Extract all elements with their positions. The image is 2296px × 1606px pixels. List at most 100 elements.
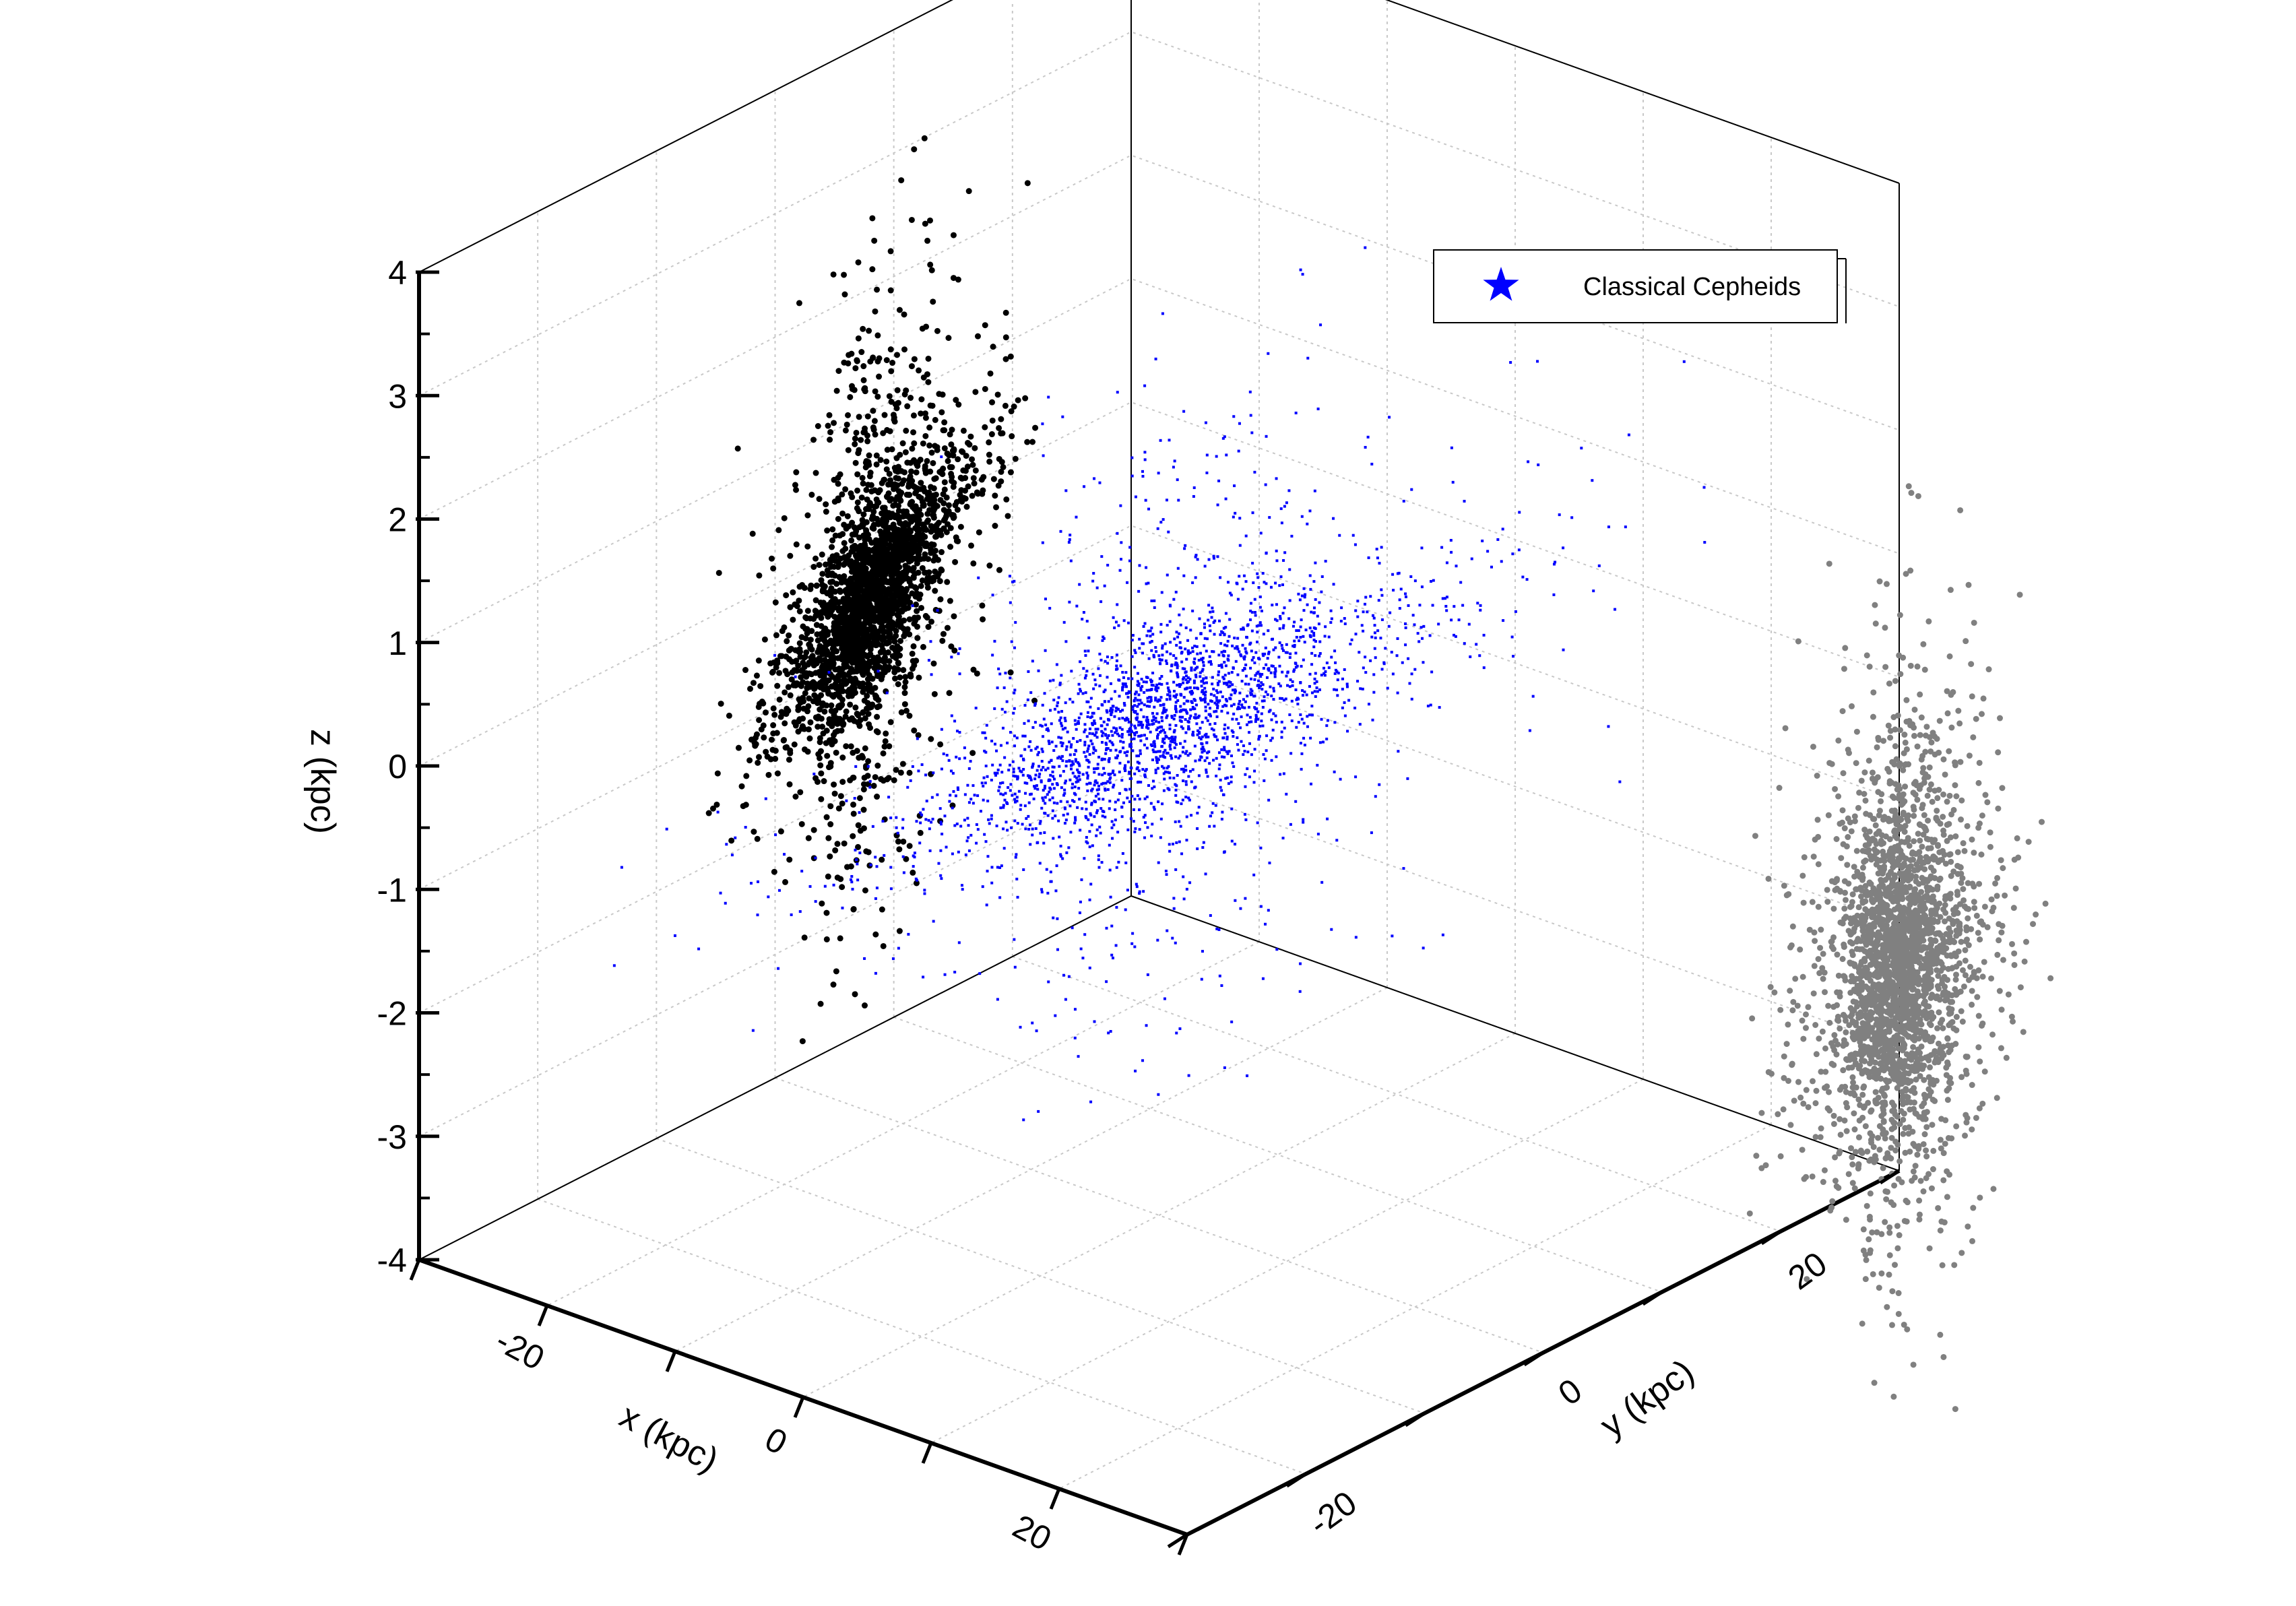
xz-point [805, 703, 811, 709]
yz-point [2009, 941, 2015, 947]
xz-point [874, 642, 880, 648]
xz-point [854, 357, 860, 363]
yz-point [1910, 1141, 1916, 1147]
yz-point [1946, 1135, 1952, 1141]
yz-point [2000, 923, 2006, 929]
xz-point [829, 741, 835, 747]
yz-point [1973, 1115, 1979, 1121]
yz-point [1835, 738, 1841, 744]
yz-point [1990, 1186, 1996, 1192]
yz-point [1912, 707, 1918, 713]
xz-point [998, 478, 1004, 484]
yz-point [1810, 1174, 1816, 1180]
xz-point [916, 367, 922, 373]
yz-point [1838, 855, 1844, 861]
xz-point [888, 368, 894, 374]
xz-point [907, 395, 914, 401]
xz-point [874, 596, 881, 602]
xz-point [773, 600, 779, 606]
yz-point [1907, 843, 1913, 849]
xz-point [953, 397, 959, 403]
yz-point [1837, 1025, 1843, 1031]
yz-point [1894, 899, 1901, 905]
xz-point [1008, 470, 1014, 476]
yz-point [1944, 799, 1950, 805]
xz-point [835, 368, 841, 374]
yz-point [1964, 936, 1970, 942]
yz-point [1923, 1153, 1930, 1159]
yz-point [1942, 852, 1948, 858]
yz-point [1927, 787, 1933, 793]
yz-point [1936, 877, 1942, 883]
yz-point [1814, 1088, 1820, 1094]
xz-point [1000, 464, 1007, 470]
xz-point [783, 592, 789, 598]
xz-point [861, 377, 867, 383]
xz-point [883, 459, 889, 465]
xz-point [923, 415, 929, 421]
xz-point [862, 1002, 868, 1008]
xz-point [802, 934, 808, 940]
yz-point [2033, 911, 2039, 918]
xz-point [971, 445, 978, 451]
yz-point [1838, 1132, 1844, 1138]
xz-point [863, 487, 869, 493]
xz-point [830, 646, 836, 652]
xz-point [858, 349, 864, 355]
yz-point [1925, 1058, 1932, 1064]
yz-point [1896, 1176, 1902, 1182]
xz-point [843, 713, 849, 719]
xz-point [906, 492, 912, 498]
xz-point [831, 712, 837, 718]
yz-point [1938, 1227, 1944, 1233]
yz-point [1937, 1332, 1943, 1338]
xz-point [869, 266, 875, 272]
yz-point [1872, 887, 1878, 893]
xz-point [928, 523, 934, 529]
xz-point [839, 548, 846, 554]
yz-point [1938, 1219, 1944, 1225]
xz-point [784, 744, 790, 750]
xz-point [1011, 404, 1017, 410]
xz-point [823, 501, 829, 507]
yz-point [1890, 1060, 1896, 1066]
yz-point [1826, 1020, 1832, 1026]
yz-point [2011, 951, 2017, 957]
xz-point [922, 433, 928, 439]
xz-point [860, 363, 866, 369]
xz-point [763, 709, 769, 715]
yz-point [1996, 937, 2002, 943]
xz-point [875, 633, 881, 639]
yz-point [1955, 849, 1961, 855]
xz-point [728, 837, 734, 843]
xz-point [871, 238, 877, 244]
yz-point [1849, 1161, 1855, 1167]
yz-point [1848, 978, 1854, 984]
yz-point [1871, 1030, 1877, 1036]
xz-point [967, 434, 974, 440]
xz-point [862, 662, 868, 668]
xz-point [832, 640, 838, 646]
yz-point [1857, 1009, 1863, 1015]
xz-point [955, 277, 961, 283]
xz-point [854, 488, 860, 494]
xz-point [782, 879, 788, 885]
yz-point [1852, 1186, 1858, 1192]
xz-point [874, 286, 880, 292]
yz-point [1820, 1179, 1826, 1185]
xz-point [866, 328, 872, 334]
yz-point [1806, 1104, 1812, 1110]
yz-point [1781, 1054, 1787, 1060]
xz-point [777, 653, 784, 659]
yz-point [1850, 1019, 1856, 1025]
xz-point [909, 217, 915, 223]
yz-point [1831, 1113, 1837, 1119]
xz-point [832, 558, 838, 564]
xz-point [888, 248, 894, 254]
xz-point [879, 583, 885, 589]
yz-point [1801, 900, 1807, 906]
xz-point [743, 802, 749, 808]
xz-point [874, 332, 881, 338]
yz-point [1836, 973, 1842, 979]
yz-point [1783, 725, 1789, 731]
